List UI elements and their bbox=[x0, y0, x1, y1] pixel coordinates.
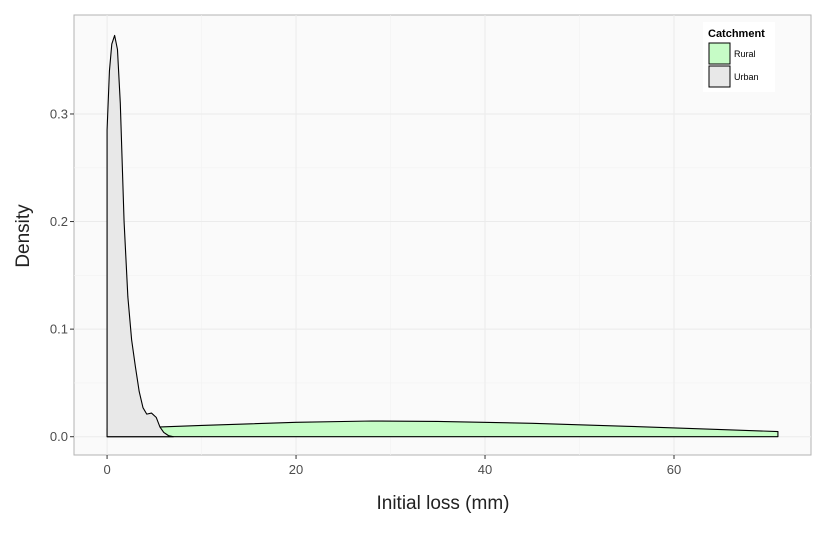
legend-title: Catchment bbox=[708, 28, 765, 40]
x-tick-label: 60 bbox=[667, 462, 681, 477]
legend-label-urban: Urban bbox=[734, 72, 759, 82]
legend-label-rural: Rural bbox=[734, 49, 756, 59]
density-area-urban bbox=[106, 34, 174, 438]
density-area-rural bbox=[106, 420, 779, 438]
legend-key-urban bbox=[708, 65, 731, 88]
x-tick-label: 40 bbox=[478, 462, 492, 477]
y-tick-label: 0.1 bbox=[50, 322, 68, 337]
y-axis-title: Density bbox=[13, 204, 34, 268]
legend-key-rural bbox=[708, 42, 731, 65]
plot-panel bbox=[73, 14, 812, 456]
y-tick-label: 0.0 bbox=[50, 429, 68, 444]
legend: Catchment Rural Urban bbox=[703, 22, 775, 92]
density-areas bbox=[106, 34, 779, 438]
x-axis-title: Initial loss (mm) bbox=[376, 493, 509, 514]
x-tick-label: 0 bbox=[103, 462, 110, 477]
x-tick-label: 20 bbox=[289, 462, 303, 477]
y-axis-ticks: 0.0 0.1 0.2 0.3 bbox=[50, 106, 74, 444]
y-tick-label: 0.2 bbox=[50, 214, 68, 229]
y-tick-label: 0.3 bbox=[50, 106, 68, 121]
x-axis-ticks: 0 20 40 60 bbox=[103, 455, 681, 477]
